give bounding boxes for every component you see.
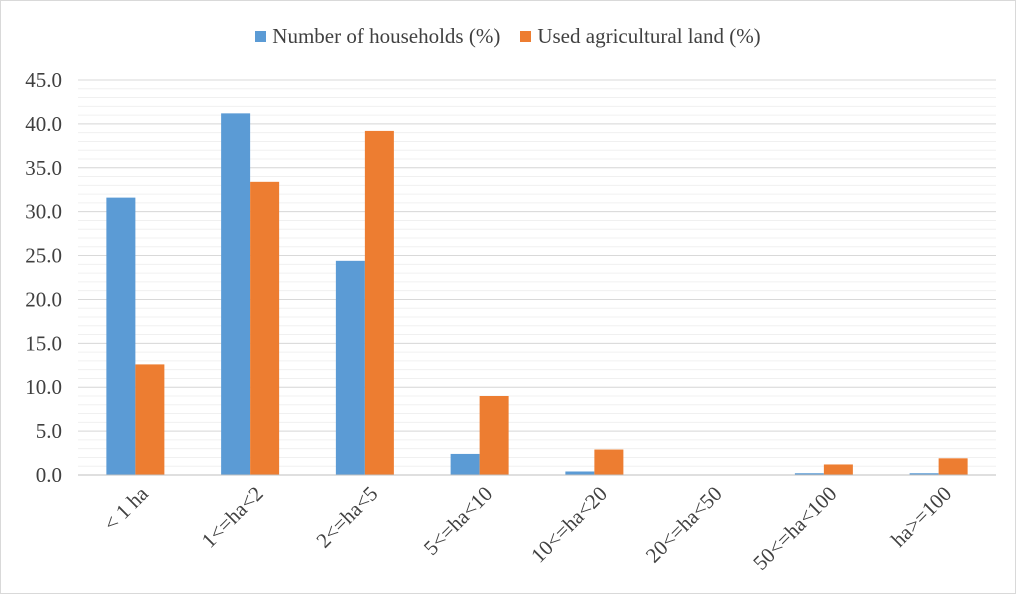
x-tick-label: 5<=ha<10 xyxy=(419,482,497,560)
gridlines xyxy=(78,79,996,476)
x-tick-label: 10<=ha<20 xyxy=(526,482,612,568)
bar-land xyxy=(135,364,165,475)
bar-households xyxy=(565,471,595,475)
bar-households xyxy=(909,473,939,475)
x-tick-label: 2<=ha<5 xyxy=(311,482,382,553)
x-tick-label: 50<=ha<100 xyxy=(748,482,841,575)
legend-swatch-land xyxy=(520,31,532,42)
y-tick-label: 30.0 xyxy=(25,200,62,224)
bar-land xyxy=(364,130,394,475)
legend-label-households: Number of households (%) xyxy=(272,24,501,48)
bar-households xyxy=(794,473,824,475)
y-tick-label: 10.0 xyxy=(25,375,62,399)
bars xyxy=(106,113,968,476)
legend-label-land: Used agricultural land (%) xyxy=(537,24,761,48)
bar-households xyxy=(221,113,251,475)
y-tick-label: 20.0 xyxy=(25,287,62,311)
y-tick-label: 5.0 xyxy=(36,419,62,443)
x-tick-label: < 1 ha xyxy=(99,481,154,536)
bar-land xyxy=(479,396,509,475)
x-tick-label: 1<=ha<2 xyxy=(197,482,268,553)
bar-land xyxy=(250,181,280,476)
bar-land xyxy=(594,449,624,475)
y-tick-label: 25.0 xyxy=(25,244,62,268)
bar-land xyxy=(823,464,853,475)
y-tick-label: 0.0 xyxy=(36,463,62,487)
legend-item-land: Used agricultural land (%) xyxy=(520,24,761,49)
legend-swatch-households xyxy=(255,31,267,42)
x-tick-label: ha>=100 xyxy=(886,482,956,552)
y-tick-label: 15.0 xyxy=(25,331,62,355)
bar-land xyxy=(938,458,968,475)
y-tick-label: 40.0 xyxy=(25,112,62,136)
bar-households xyxy=(450,453,480,475)
x-tick-label: 20<=ha<50 xyxy=(641,482,727,568)
chart-legend: Number of households (%) Used agricultur… xyxy=(0,24,1016,49)
axes: 0.0 5.0 10.0 15.0 20.0 25.0 30.0 35.0 40.0 45.0 < … xyxy=(25,68,996,575)
y-tick-label: 35.0 xyxy=(25,156,62,180)
bar-households xyxy=(335,260,365,475)
legend-item-households: Number of households (%) xyxy=(255,24,500,49)
bar-households xyxy=(106,197,136,475)
y-tick-label: 45.0 xyxy=(25,68,62,92)
